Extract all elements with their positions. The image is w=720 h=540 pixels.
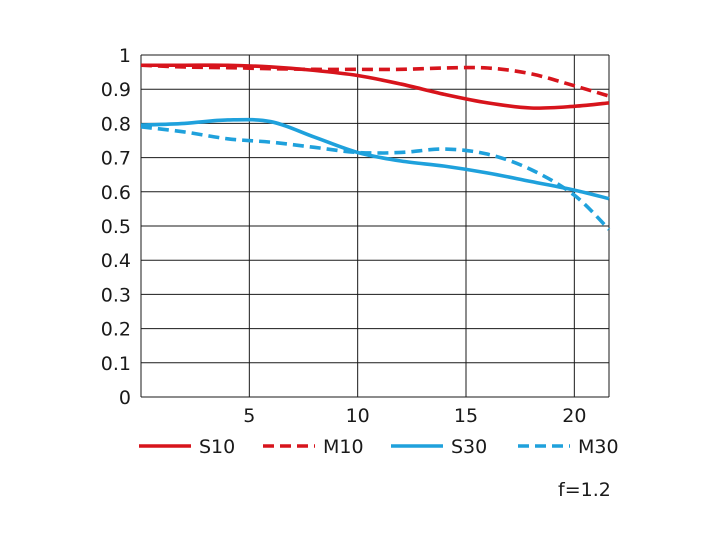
aperture-annotation: f=1.2 <box>558 479 611 501</box>
legend-label-s10: S10 <box>199 436 235 458</box>
series-line-s10 <box>141 63 610 110</box>
y-tick-label: 0.7 <box>101 148 131 170</box>
grid-lines <box>140 54 610 398</box>
y-tick-label: 0.5 <box>101 216 131 238</box>
legend-label-m30: M30 <box>578 436 619 458</box>
series-line-m10 <box>140 63 610 98</box>
series-line-m30 <box>140 125 611 231</box>
series-line-s30 <box>140 117 610 201</box>
legend-label-s30: S30 <box>451 436 487 458</box>
y-tick-label: 0.6 <box>101 182 131 204</box>
y-tick-label: 0 <box>119 387 131 409</box>
y-tick-label: 0.8 <box>101 113 131 135</box>
x-tick-label: 15 <box>454 405 478 427</box>
x-tick-label: 5 <box>243 405 255 427</box>
y-tick-label: 0.2 <box>101 319 131 341</box>
y-tick-label: 0.4 <box>101 250 131 272</box>
legend: S10 M10 S30 M30 <box>139 436 619 458</box>
y-tick-label: 0.3 <box>101 284 131 306</box>
y-tick-label: 0.1 <box>101 353 131 375</box>
x-tick-label: 10 <box>346 405 370 427</box>
series-lines <box>140 63 611 231</box>
y-tick-label: 0.9 <box>101 79 131 101</box>
x-tick-label: 20 <box>562 405 586 427</box>
axis-tick-labels: 00.10.20.30.40.50.60.70.80.915 10 15 20 <box>101 45 587 427</box>
legend-label-m10: M10 <box>323 436 364 458</box>
y-tick-label: 1 <box>119 45 131 67</box>
